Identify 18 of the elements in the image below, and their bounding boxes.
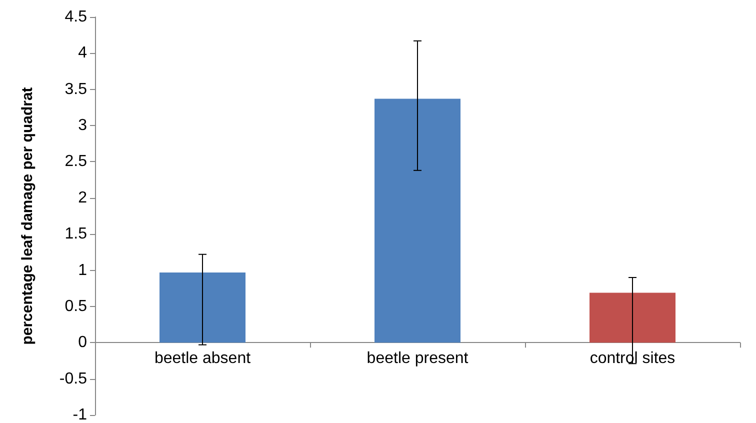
y-tick-label: 1.5 [64, 226, 88, 243]
bar [590, 292, 676, 343]
y-tick-label: 2 [78, 189, 88, 206]
y-tick-label: 4.5 [64, 8, 88, 26]
y-tick-label: 0 [78, 334, 88, 352]
y-axis-title: percentage leaf damage per quadrat [19, 87, 36, 345]
y-tick-label: 3.5 [64, 80, 88, 98]
bar [374, 98, 460, 343]
y-tick-label: 4 [78, 44, 88, 62]
y-tick-label: 1 [78, 262, 88, 279]
bar [160, 272, 246, 343]
y-tick-label: 3 [78, 117, 88, 134]
y-tick-label: 2.5 [64, 153, 88, 170]
y-tick-label: -1 [72, 406, 88, 423]
y-tick-label: 0.5 [64, 298, 88, 315]
y-tick-label: -0.5 [59, 370, 88, 388]
x-tick-label: beetle present [366, 350, 469, 368]
x-tick-label: beetle absent [154, 350, 252, 368]
